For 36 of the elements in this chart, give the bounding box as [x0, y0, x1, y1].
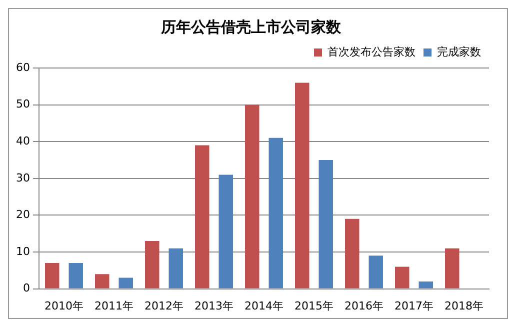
bar [245, 104, 260, 288]
bar [345, 218, 360, 288]
bar [318, 160, 333, 288]
x-tick-label: 2012年 [144, 299, 184, 312]
bar [145, 240, 160, 288]
bar [418, 281, 433, 288]
bar [445, 248, 460, 288]
bar [218, 174, 233, 288]
legend-label: 完成家数 [437, 45, 481, 58]
bar [95, 274, 110, 288]
x-tick-label: 2018年 [444, 299, 484, 312]
y-tick-label: 10 [16, 244, 30, 258]
bar [168, 248, 183, 288]
legend-label: 首次发布公告家数 [328, 45, 416, 58]
y-tick-label: 50 [16, 98, 30, 111]
y-tick-label: 40 [16, 134, 30, 148]
bar [368, 256, 383, 288]
bar [118, 278, 133, 288]
x-tick-label: 2014年 [244, 299, 284, 312]
x-tick-label: 2017年 [394, 299, 434, 312]
y-tick-label: 30 [16, 171, 30, 184]
y-tick-label: 0 [22, 282, 30, 295]
bar [268, 138, 283, 288]
bar [395, 266, 410, 288]
bar [44, 263, 60, 288]
y-tick-label: 60 [16, 60, 30, 74]
bar [195, 145, 210, 288]
chart-title: 历年公告借壳上市公司家数 [160, 18, 342, 36]
bar [295, 82, 310, 288]
x-tick-label: 2013年 [194, 299, 234, 312]
x-tick-label: 2010年 [44, 299, 84, 312]
bar [68, 263, 83, 288]
x-tick-label: 2016年 [344, 299, 384, 312]
y-tick-label: 20 [16, 208, 30, 222]
x-tick-label: 2011年 [94, 299, 134, 312]
x-tick-label: 2015年 [294, 299, 334, 312]
